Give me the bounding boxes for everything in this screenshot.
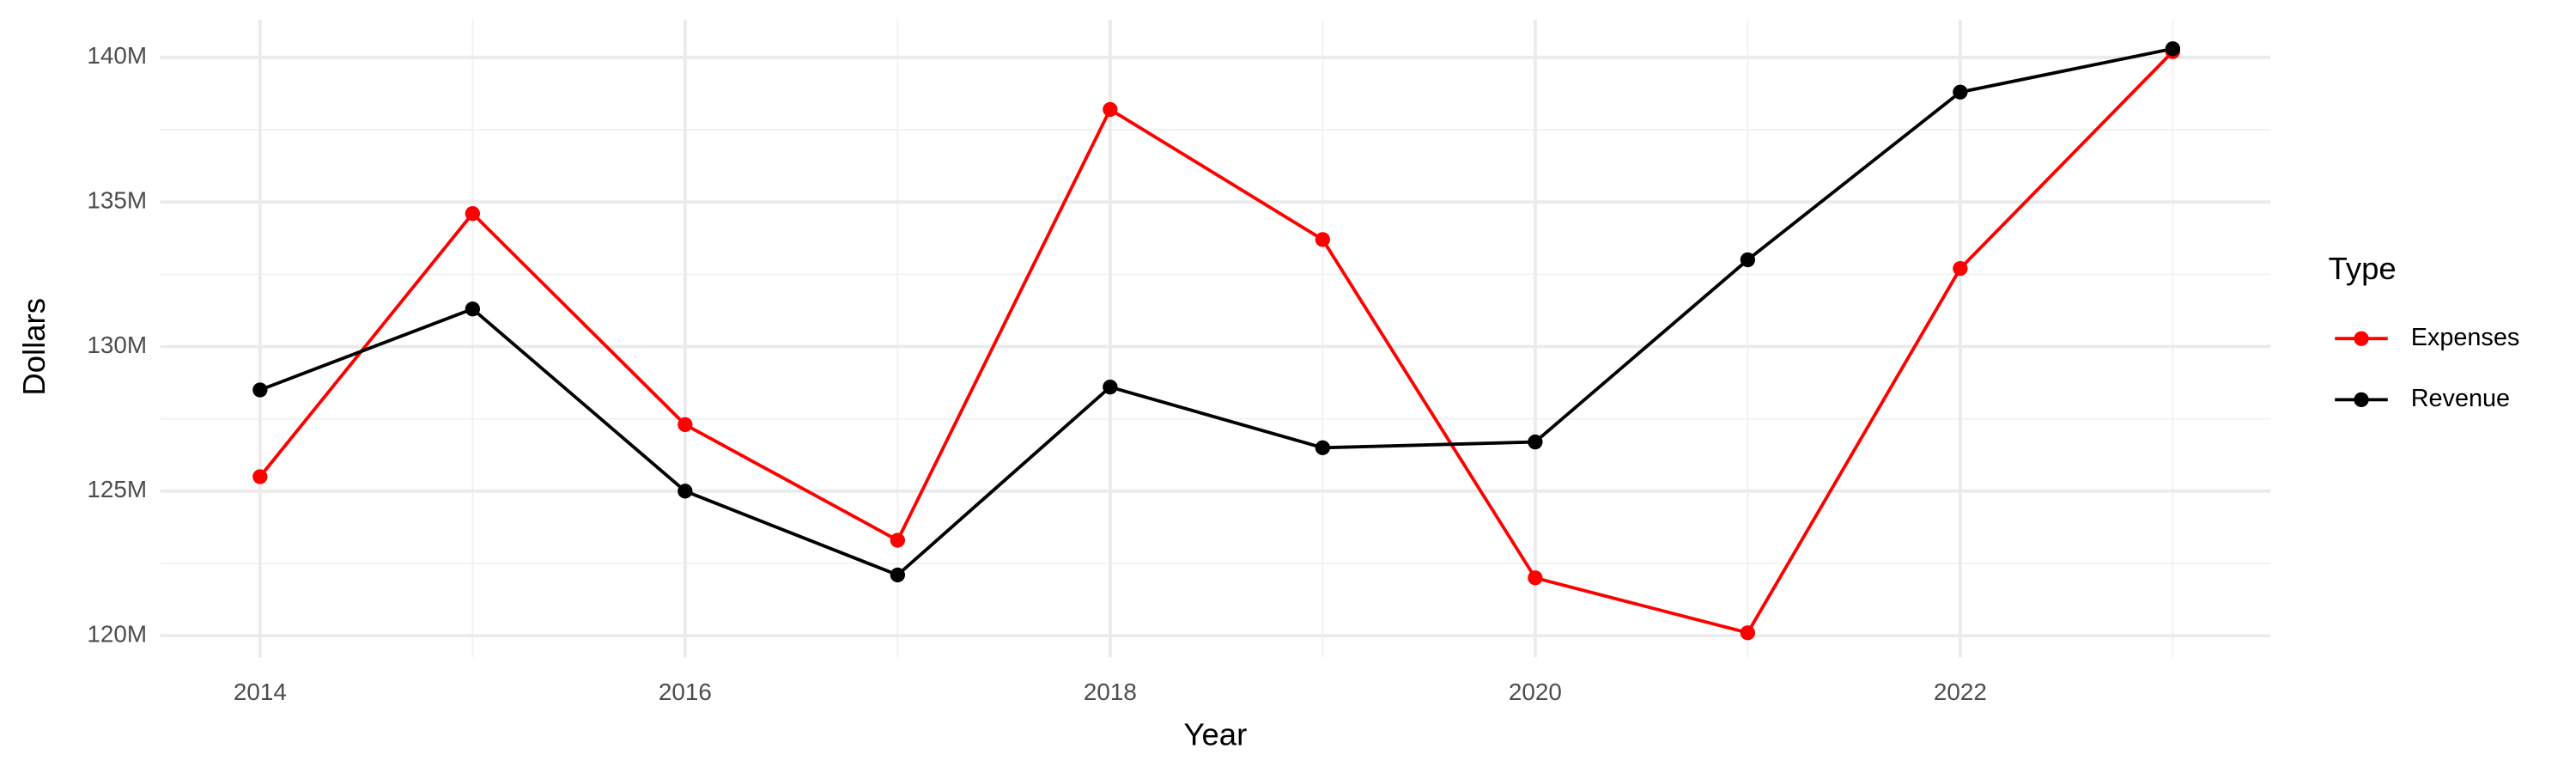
legend-key-point bbox=[2354, 331, 2369, 346]
data-point bbox=[677, 417, 693, 433]
data-point bbox=[465, 301, 481, 317]
x-tick-label: 2016 bbox=[659, 679, 712, 705]
y-tick-label: 130M bbox=[87, 332, 147, 358]
grid bbox=[160, 20, 2271, 658]
y-tick-label: 140M bbox=[87, 42, 147, 69]
x-axis-title: Year bbox=[1183, 716, 1247, 752]
legend: Type Expenses Revenue bbox=[2329, 251, 2520, 412]
series-line bbox=[259, 46, 2173, 577]
x-tick-label: 2022 bbox=[1934, 679, 1987, 705]
data-point bbox=[1528, 570, 1543, 586]
data-point bbox=[1315, 440, 1331, 455]
data-point bbox=[677, 484, 693, 499]
data-point bbox=[1103, 101, 1118, 118]
data-point bbox=[890, 567, 906, 583]
x-tick-label: 2014 bbox=[234, 679, 287, 705]
data-point bbox=[1740, 625, 1756, 641]
data-point bbox=[252, 469, 268, 484]
data-point bbox=[2165, 41, 2181, 57]
legend-label: Revenue bbox=[2411, 385, 2510, 412]
x-tick-label: 2020 bbox=[1509, 679, 1562, 705]
data-point bbox=[465, 205, 481, 222]
data-point bbox=[1103, 379, 1118, 395]
data-point bbox=[890, 533, 906, 548]
data-point bbox=[1953, 260, 1968, 277]
marks bbox=[252, 41, 2181, 641]
data-point bbox=[1740, 252, 1756, 268]
data-point bbox=[252, 382, 268, 398]
legend-title: Type bbox=[2329, 251, 2397, 286]
y-tick-label: 135M bbox=[87, 187, 147, 214]
x-tick-label: 2018 bbox=[1084, 679, 1137, 705]
data-point bbox=[1315, 232, 1331, 247]
legend-label: Expenses bbox=[2411, 324, 2520, 351]
y-axis-title: Dollars bbox=[16, 298, 52, 396]
data-point bbox=[1528, 434, 1543, 450]
data-point bbox=[1953, 84, 1968, 100]
series-line bbox=[258, 50, 2174, 635]
legend-key-point bbox=[2354, 392, 2369, 408]
y-tick-label: 120M bbox=[87, 620, 147, 647]
y-tick-label: 125M bbox=[87, 476, 147, 502]
